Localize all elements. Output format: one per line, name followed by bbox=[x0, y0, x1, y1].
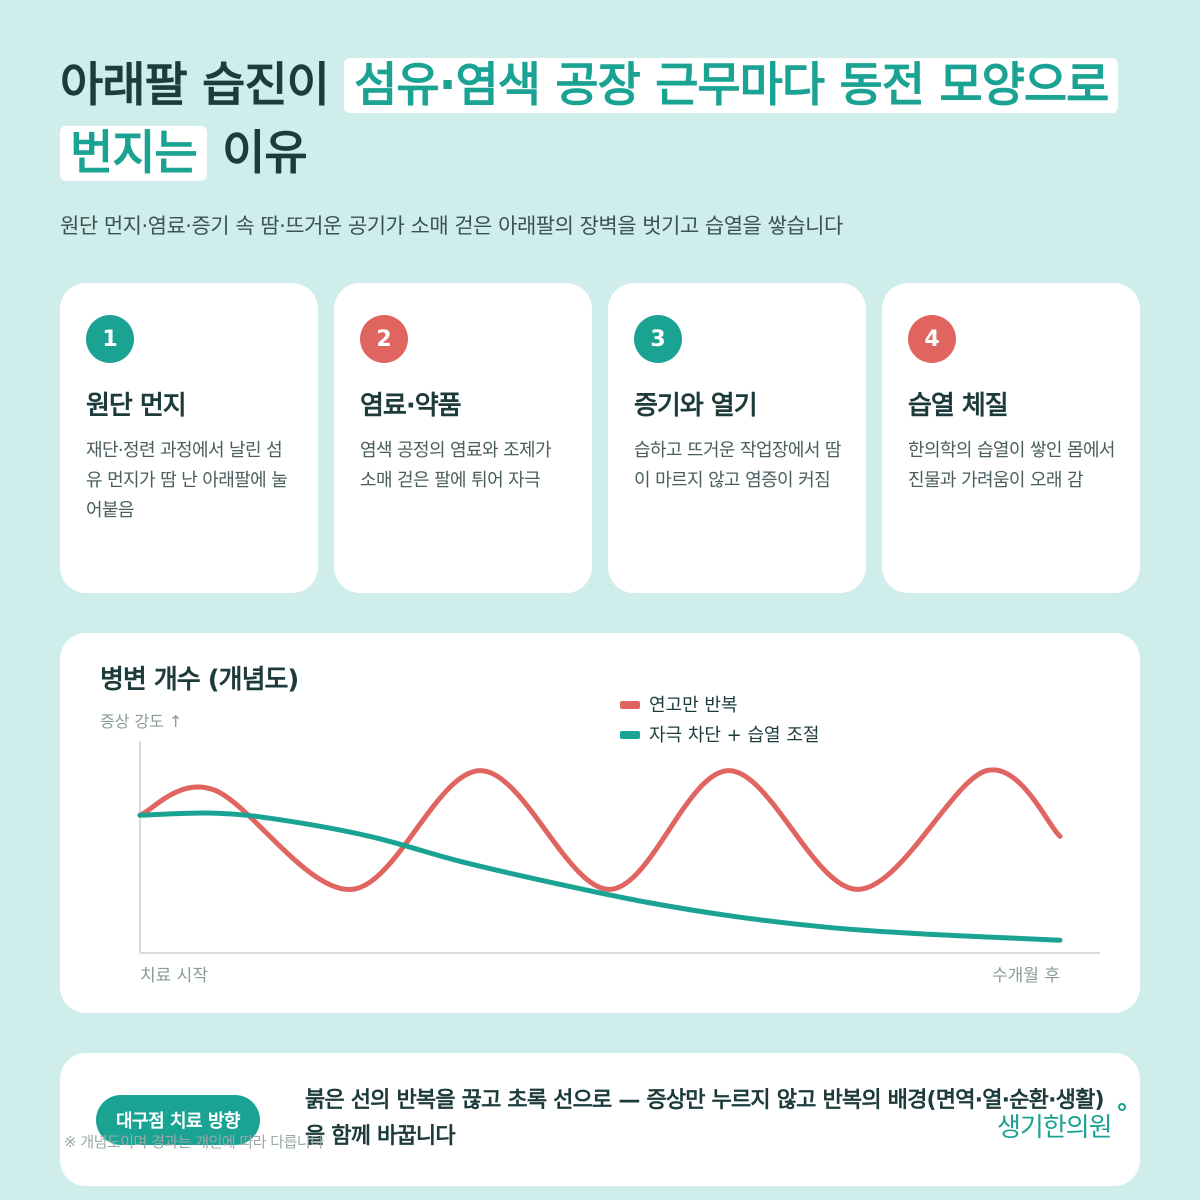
line-chart: 증상 강도 ↑ 치료 시작 수개월 후 연고만 반복 자극 차단 + 습열 조절 bbox=[100, 695, 1100, 986]
card-title: 증기와 열기 bbox=[634, 391, 758, 421]
cause-card-3: 3 증기와 열기 습하고 뜨거운 작업장에서 땀이 마르지 않고 염증이 커짐 bbox=[608, 283, 866, 593]
card-number-badge: 3 bbox=[634, 315, 682, 363]
title-part2: 이유 bbox=[206, 126, 307, 181]
subtitle: 원단 먼지·염료·증기 속 땀·뜨거운 공기가 소매 걷은 아래팔의 장벽을 벗… bbox=[60, 214, 843, 238]
legend-label-teal: 자극 차단 + 습열 조절 bbox=[649, 725, 819, 746]
card-description: 재단·정련 과정에서 날린 섬유 먼지가 땀 난 아래팔에 눌어붙음 bbox=[86, 440, 288, 521]
logo-dot-icon bbox=[1117, 1103, 1126, 1111]
legend: 연고만 반복 자극 차단 + 습열 조절 bbox=[620, 695, 819, 746]
cause-card-1: 1 원단 먼지 재단·정련 과정에서 날린 섬유 먼지가 땀 난 아래팔에 눌어… bbox=[60, 283, 318, 593]
y-axis-label: 증상 강도 ↑ bbox=[100, 712, 182, 731]
x-axis-end-label: 수개월 후 bbox=[992, 966, 1060, 986]
cause-cards: 1 원단 먼지 재단·정련 과정에서 날린 섬유 먼지가 땀 난 아래팔에 눌어… bbox=[60, 283, 1140, 593]
chart-title: 병변 개수 (개념도) bbox=[100, 665, 299, 695]
card-number-badge: 2 bbox=[360, 315, 408, 363]
chart-panel: 병변 개수 (개념도) 증상 강도 ↑ 치료 시작 수개월 후 연고만 반복 자… bbox=[60, 633, 1140, 1013]
card-description: 습하고 뜨거운 작업장에서 땀이 마르지 않고 염증이 커짐 bbox=[634, 440, 841, 491]
legend-swatch-red bbox=[620, 701, 640, 709]
treatment-direction-badge: 대구점 치료 방향 bbox=[96, 1095, 260, 1145]
series-group bbox=[137, 767, 1063, 943]
page-title: 아래팔 습진이 섬유·염색 공장 근무마다 동전 모양으로 번지는 이유 bbox=[60, 52, 1150, 188]
bottom-panel: 대구점 치료 방향 붉은 선의 반복을 끊고 초록 선으로 — 증상만 누르지 … bbox=[60, 1053, 1140, 1186]
clinic-logo-text: 생기한의원 bbox=[997, 1113, 1113, 1143]
clinic-logo: 생기한의원 bbox=[997, 1103, 1126, 1144]
x-axis-start-label: 치료 시작 bbox=[140, 966, 208, 986]
cause-card-2: 2 염료·약품 염색 공정의 염료와 조제가 소매 걷은 팔에 튀어 자극 bbox=[334, 283, 592, 593]
card-number-badge: 1 bbox=[86, 315, 134, 363]
series-line-irritation-block bbox=[137, 810, 1063, 943]
legend-label-red: 연고만 반복 bbox=[649, 695, 738, 716]
title-part1: 아래팔 습진이 bbox=[60, 58, 345, 113]
series-line-ointment-only bbox=[137, 767, 1063, 892]
cause-card-4: 4 습열 체질 한의학의 습열이 쌓인 몸에서 진물과 가려움이 오래 감 bbox=[882, 283, 1140, 593]
card-description: 염색 공정의 염료와 조제가 소매 걷은 팔에 튀어 자극 bbox=[360, 440, 552, 491]
treatment-summary: 붉은 선의 반복을 끊고 초록 선으로 — 증상만 누르지 않고 반복의 배경(… bbox=[305, 1088, 1105, 1149]
card-number-badge: 4 bbox=[908, 315, 956, 363]
card-title: 염료·약품 bbox=[360, 391, 462, 421]
footnote: ※ 개념도이며 경과는 개인에 따라 다릅니다 bbox=[64, 1133, 324, 1151]
legend-swatch-teal bbox=[620, 731, 640, 739]
card-title: 습열 체질 bbox=[908, 391, 1009, 421]
card-description: 한의학의 습열이 쌓인 몸에서 진물과 가려움이 오래 감 bbox=[908, 440, 1115, 491]
card-title: 원단 먼지 bbox=[86, 391, 187, 421]
